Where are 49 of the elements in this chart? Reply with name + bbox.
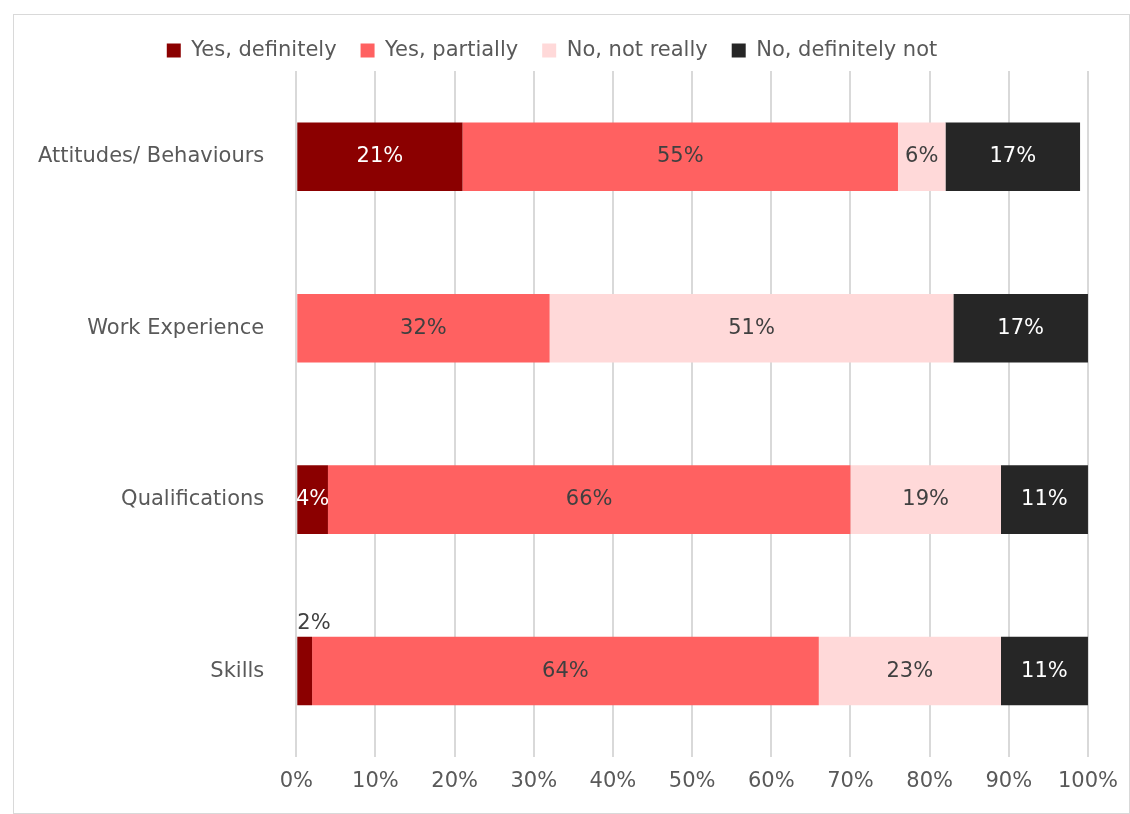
data-label: 11% — [1021, 486, 1068, 511]
bar — [953, 293, 1088, 363]
x-tick-label: 50% — [668, 767, 716, 792]
bar — [462, 122, 898, 192]
legend-label: Yes, partially — [384, 36, 519, 61]
bar — [297, 636, 313, 706]
legend-label: No, definitely not — [756, 36, 938, 61]
x-tick-label: 30% — [510, 767, 558, 792]
bar — [850, 465, 1001, 534]
bar — [297, 293, 550, 363]
bar — [897, 122, 946, 192]
data-label: 21% — [356, 143, 404, 168]
x-tick-label: 70% — [827, 767, 874, 792]
y-tick-label: Work Experience — [87, 314, 265, 339]
data-label: 32% — [400, 314, 447, 339]
bar — [818, 636, 1001, 706]
legend-label: No, not really — [566, 36, 708, 61]
x-tick-label: 40% — [589, 767, 637, 792]
data-label: 66% — [565, 486, 613, 511]
data-label: 17% — [989, 143, 1037, 168]
bar — [1000, 636, 1088, 706]
x-tick-label: 0% — [279, 767, 313, 792]
y-tick-label: Skills — [210, 657, 265, 682]
bar — [1000, 465, 1088, 534]
x-tick-label: 90% — [985, 767, 1033, 792]
bar — [327, 465, 851, 534]
data-label: 17% — [997, 314, 1045, 339]
data-label: 2% — [297, 610, 331, 635]
data-label: 11% — [1021, 657, 1068, 682]
data-label: 51% — [728, 314, 775, 339]
bar — [549, 293, 954, 363]
bar — [297, 465, 328, 534]
data-label: 23% — [886, 657, 934, 682]
x-tick-label: 100% — [1057, 767, 1119, 792]
data-label: 4% — [295, 486, 330, 511]
x-tick-label: 20% — [431, 767, 478, 792]
data-label: 64% — [542, 657, 589, 682]
data-label: 19% — [902, 486, 950, 511]
y-tick-label: Attitudes/ Behaviours — [37, 143, 265, 168]
bar — [312, 636, 819, 706]
data-label: 6% — [905, 143, 939, 168]
data-label: 55% — [656, 143, 704, 168]
x-tick-label: 10% — [352, 767, 399, 792]
bar — [297, 122, 463, 192]
y-tick-label: Qualifications — [121, 486, 265, 511]
legend-label: Yes, definitely — [190, 36, 337, 61]
bar — [945, 122, 1081, 192]
x-tick-label: 80% — [906, 767, 953, 792]
x-tick-label: 60% — [747, 767, 795, 792]
